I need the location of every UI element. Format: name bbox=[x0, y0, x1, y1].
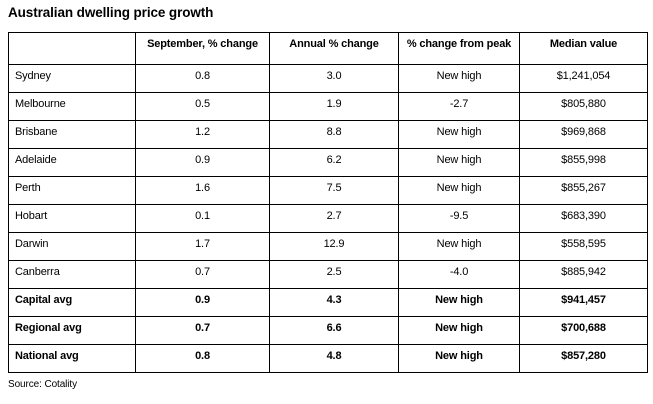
value-cell: $683,390 bbox=[519, 204, 648, 233]
value-cell: 1.6 bbox=[135, 176, 270, 205]
table-row: Regional avg 0.7 6.6 New high $700,688 bbox=[8, 316, 648, 345]
value-cell: 0.9 bbox=[135, 148, 270, 177]
value-cell: $855,998 bbox=[519, 148, 648, 177]
column-header: September, % change bbox=[135, 32, 270, 65]
table-header-row: September, % change Annual % change% chan… bbox=[8, 32, 648, 65]
value-cell: 4.3 bbox=[269, 288, 399, 317]
value-cell: 0.8 bbox=[135, 64, 270, 93]
table-row: Darwin 1.7 12.9 New high $558,595 bbox=[8, 232, 648, 261]
row-label-cell: Canberra bbox=[8, 260, 136, 289]
value-cell: $1,241,054 bbox=[519, 64, 648, 93]
value-cell: $969,868 bbox=[519, 120, 648, 149]
column-header: Annual % change bbox=[269, 32, 399, 65]
value-cell: $941,457 bbox=[519, 288, 648, 317]
dwelling-price-table: September, % change Annual % change% chan… bbox=[8, 32, 648, 373]
value-cell: 6.6 bbox=[269, 316, 399, 345]
value-cell: 2.7 bbox=[269, 204, 399, 233]
value-cell: 0.1 bbox=[135, 204, 270, 233]
value-cell: 1.7 bbox=[135, 232, 270, 261]
table-body: Sydney 0.8 3.0 New high $1,241,054 Melbourne 0… bbox=[8, 64, 648, 373]
value-cell: $885,942 bbox=[519, 260, 648, 289]
value-cell: -4.0 bbox=[398, 260, 520, 289]
value-cell: New high bbox=[398, 64, 520, 93]
value-cell: $558,595 bbox=[519, 232, 648, 261]
table-row: Adelaide 0.9 6.2 New high $855,998 bbox=[8, 148, 648, 177]
row-label-cell: Capital avg bbox=[8, 288, 136, 317]
value-cell: $805,880 bbox=[519, 92, 648, 121]
table-row: Melbourne 0.5 1.9 -2.7 $805,880 bbox=[8, 92, 648, 121]
source-attribution: Source: Cotality bbox=[8, 379, 77, 390]
value-cell: New high bbox=[398, 148, 520, 177]
value-cell: 12.9 bbox=[269, 232, 399, 261]
table-row: Hobart 0.1 2.7 -9.5 $683,390 bbox=[8, 204, 648, 233]
value-cell: -2.7 bbox=[398, 92, 520, 121]
table-row: Capital avg 0.9 4.3 New high $941,457 bbox=[8, 288, 648, 317]
value-cell: New high bbox=[398, 316, 520, 345]
value-cell: 0.9 bbox=[135, 288, 270, 317]
row-label-cell: Regional avg bbox=[8, 316, 136, 345]
table-row: Sydney 0.8 3.0 New high $1,241,054 bbox=[8, 64, 648, 93]
value-cell: 0.5 bbox=[135, 92, 270, 121]
value-cell: New high bbox=[398, 120, 520, 149]
value-cell: 8.8 bbox=[269, 120, 399, 149]
row-label-cell: Adelaide bbox=[8, 148, 136, 177]
row-label-cell: Perth bbox=[8, 176, 136, 205]
table-row: National avg 0.8 4.8 New high $857,280 bbox=[8, 344, 648, 373]
value-cell: $857,280 bbox=[519, 344, 648, 373]
table-row: Canberra 0.7 2.5 -4.0 $885,942 bbox=[8, 260, 648, 289]
row-label-cell: Darwin bbox=[8, 232, 136, 261]
table-row: Perth 1.6 7.5 New high $855,267 bbox=[8, 176, 648, 205]
column-header: Median value bbox=[519, 32, 648, 65]
row-label-cell: Hobart bbox=[8, 204, 136, 233]
value-cell: New high bbox=[398, 232, 520, 261]
value-cell: $855,267 bbox=[519, 176, 648, 205]
value-cell: 3.0 bbox=[269, 64, 399, 93]
value-cell: 1.9 bbox=[269, 92, 399, 121]
value-cell: -9.5 bbox=[398, 204, 520, 233]
value-cell: 6.2 bbox=[269, 148, 399, 177]
page-title: Australian dwelling price growth bbox=[8, 5, 214, 20]
value-cell: 0.7 bbox=[135, 260, 270, 289]
value-cell: 0.7 bbox=[135, 316, 270, 345]
value-cell: 1.2 bbox=[135, 120, 270, 149]
value-cell: 4.8 bbox=[269, 344, 399, 373]
corner-header-cell bbox=[8, 32, 136, 65]
value-cell: New high bbox=[398, 288, 520, 317]
value-cell: 7.5 bbox=[269, 176, 399, 205]
row-label-cell: Melbourne bbox=[8, 92, 136, 121]
page: Australian dwelling price growth Septemb… bbox=[8, 5, 648, 390]
value-cell: 0.8 bbox=[135, 344, 270, 373]
table-row: Brisbane 1.2 8.8 New high $969,868 bbox=[8, 120, 648, 149]
column-header: % change from peak bbox=[398, 32, 520, 65]
row-label-cell: National avg bbox=[8, 344, 136, 373]
value-cell: New high bbox=[398, 176, 520, 205]
table-head: September, % change Annual % change% chan… bbox=[8, 32, 648, 65]
value-cell: New high bbox=[398, 344, 520, 373]
value-cell: 2.5 bbox=[269, 260, 399, 289]
row-label-cell: Brisbane bbox=[8, 120, 136, 149]
row-label-cell: Sydney bbox=[8, 64, 136, 93]
value-cell: $700,688 bbox=[519, 316, 648, 345]
